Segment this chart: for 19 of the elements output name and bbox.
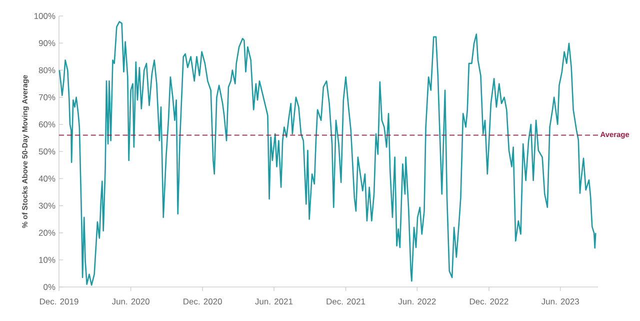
x-tick-label: Jun. 2022 [398, 298, 436, 304]
y-tick-label: 80% [38, 67, 56, 74]
x-tick-label: Jun. 2021 [255, 298, 293, 304]
x-tick-label: Jun. 2023 [541, 298, 579, 304]
y-tick-label: 100% [34, 13, 56, 19]
y-tick-label: 30% [38, 202, 56, 209]
y-tick-label: 0% [44, 284, 56, 290]
y-tick-label: 70% [38, 94, 56, 100]
x-tick-label: Dec. 2022 [470, 298, 508, 304]
x-tick-label: Dec. 2019 [40, 298, 78, 304]
x-tick-label: Dec. 2020 [184, 298, 222, 304]
y-tick-label: 60% [38, 121, 56, 128]
y-tick-label: 40% [38, 176, 56, 182]
x-tick-label: Dec. 2021 [326, 298, 366, 304]
y-tick-label: 10% [39, 256, 56, 263]
y-tick-label: 20% [38, 230, 56, 236]
x-tick-label: Jun. 2020 [112, 298, 150, 304]
y-tick-label: 50% [38, 148, 56, 154]
y-tick-label: 90% [38, 40, 56, 46]
